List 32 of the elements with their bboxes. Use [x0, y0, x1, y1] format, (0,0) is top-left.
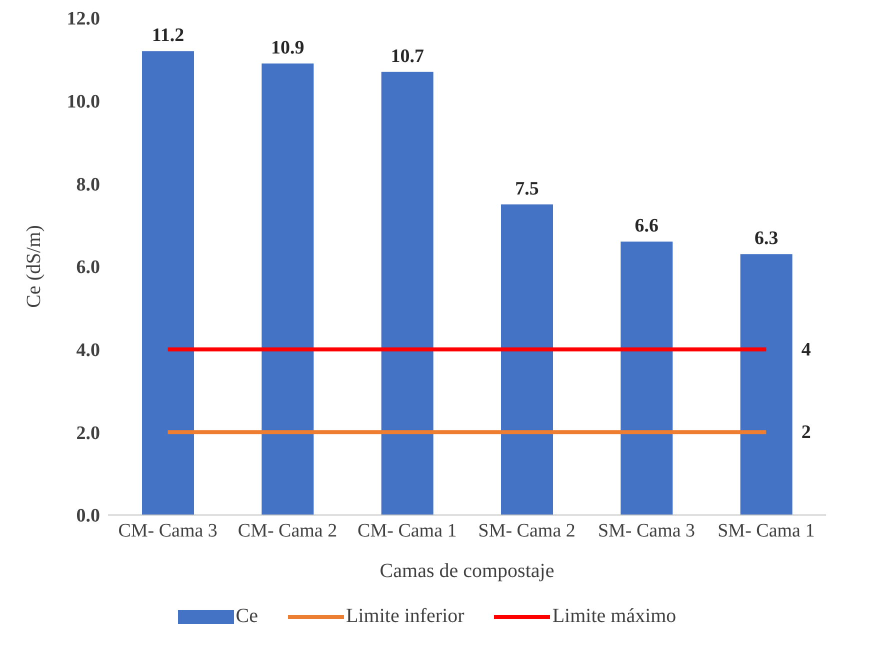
bar — [740, 254, 792, 515]
bar — [262, 64, 314, 515]
data-label: 11.2 — [152, 25, 184, 46]
legend-label: Ce — [236, 605, 258, 628]
bar — [620, 242, 673, 515]
bar — [501, 204, 553, 515]
data-label: 6.6 — [634, 216, 659, 237]
bar — [381, 72, 434, 515]
x-tick-label: CM- Cama 2 — [238, 520, 338, 542]
x-tick-label: CM- Cama 1 — [358, 520, 457, 542]
y-tick-label: 10.0 — [66, 92, 100, 113]
data-label: 10.9 — [271, 38, 304, 59]
y-tick-label: 12.0 — [66, 8, 100, 30]
legend-label: Limite inferior — [346, 605, 464, 628]
y-tick-label: 0.0 — [76, 506, 100, 527]
x-tick-label: SM- Cama 2 — [478, 520, 576, 542]
bar — [142, 51, 194, 515]
y-tick-label: 8.0 — [76, 174, 100, 196]
data-label: 4 — [801, 339, 812, 360]
y-tick-label: 2.0 — [76, 422, 100, 444]
x-tick-label: SM- Cama 3 — [598, 520, 696, 542]
data-label: 2 — [801, 422, 811, 444]
y-axis-title: Ce (dS/m) — [23, 225, 46, 308]
y-tick-label: 6.0 — [76, 257, 100, 278]
x-tick-label: SM- Cama 1 — [718, 520, 815, 542]
data-label: 6.3 — [754, 228, 778, 250]
legend-label: Limite máximo — [552, 605, 676, 628]
data-label: 7.5 — [515, 178, 539, 200]
x-tick-label: CM- Cama 3 — [118, 520, 218, 542]
x-axis-title: Camas de compostaje — [380, 560, 554, 582]
y-tick-label: 4.0 — [76, 340, 100, 362]
data-label: 10.7 — [390, 46, 424, 67]
